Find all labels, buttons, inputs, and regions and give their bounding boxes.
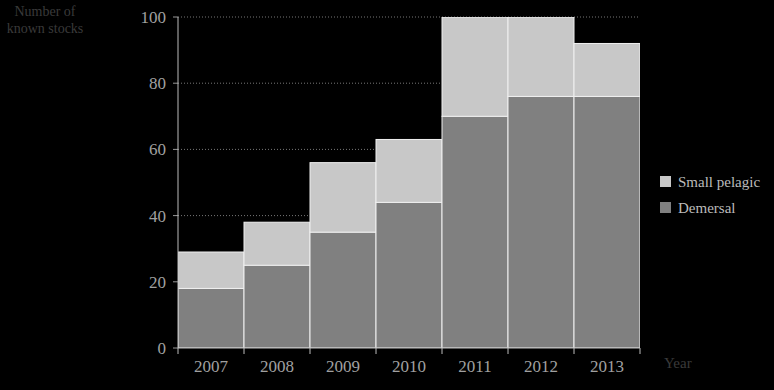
bar-segment [310,232,376,348]
bar-segment [244,265,310,348]
bar-segment [508,96,574,348]
x-tick [640,348,641,354]
x-axis [178,348,640,349]
y-axis-label: Number ofknown stocks [7,4,84,36]
x-tick [508,348,509,354]
bar-segment [244,222,310,265]
x-tick [376,348,377,354]
y-tick [173,83,178,84]
x-tick [244,348,245,354]
x-tick-label: 2013 [590,357,624,376]
x-tick-label: 2008 [260,357,294,376]
x-tick [310,348,311,354]
x-tick-label: 2011 [458,357,491,376]
y-tick-label: 40 [149,207,166,226]
y-tick-label: 100 [141,8,167,27]
x-tick [442,348,443,354]
y-tick [173,348,178,349]
y-tick [173,149,178,150]
bar-segment [376,139,442,202]
bars [178,17,640,348]
x-tick-label: 2012 [524,357,558,376]
bar-segment [178,288,244,348]
background [0,0,774,390]
y-tick [173,281,178,282]
bar-segment [442,17,508,116]
chart-svg: 0 20 40 60 80 100 2007 2008 2009 2010 2011 2012 2013… [0,0,774,390]
x-tick-label: 2009 [326,357,360,376]
bar-segment [442,116,508,348]
bar-segment [178,252,244,288]
bar-segment [574,43,640,96]
bar-segment [508,17,574,96]
legend-swatch [660,202,671,213]
x-tick-label: 2007 [194,357,229,376]
y-axis [178,17,179,348]
bar-segment [310,163,376,233]
legend-label: Demersal [678,200,735,216]
y-tick-label: 20 [149,273,166,292]
x-tick [574,348,575,354]
y-tick-label: 80 [149,74,166,93]
y-tick [173,17,178,18]
x-axis-label: Year [664,355,692,371]
bar-segment [376,202,442,348]
legend-label: Small pelagic [678,174,760,190]
chart-container: 0 20 40 60 80 100 2007 2008 2009 2010 2011 2012 2013… [0,0,774,390]
x-tick-label: 2010 [392,357,426,376]
legend-swatch [660,176,671,187]
x-tick [178,348,179,354]
y-tick [173,215,178,216]
y-tick-label: 60 [149,140,166,159]
y-tick-label: 0 [158,339,167,358]
bar-segment [574,96,640,348]
